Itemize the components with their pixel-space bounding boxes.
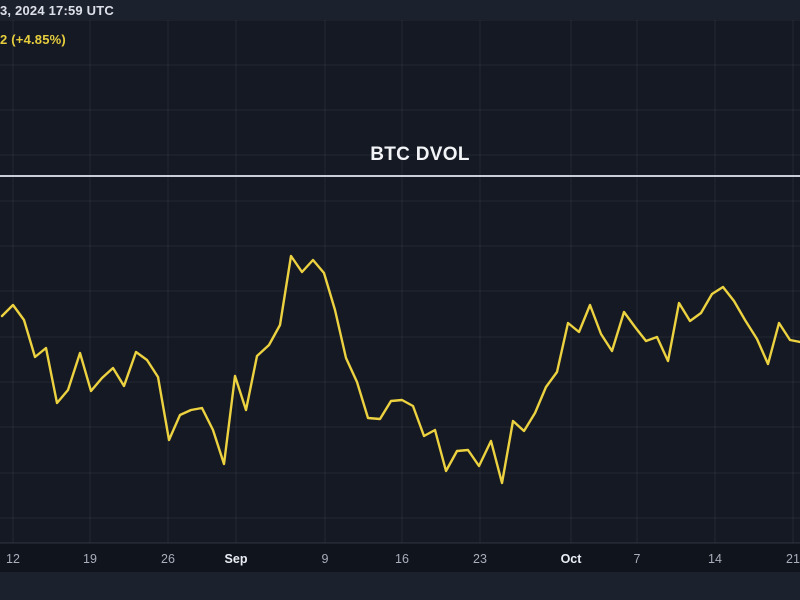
title-separator-line: [0, 175, 800, 177]
chart-plot-background: [0, 19, 800, 572]
grid-lines: [0, 19, 800, 544]
dvol-line-series: [0, 254, 800, 485]
chart-title: BTC DVOL: [370, 144, 470, 165]
timestamp-label: 3, 2024 17:59 UTC: [0, 3, 114, 18]
price-change-label: 2 (+4.85%): [0, 32, 66, 47]
series-btc-dvol: [0, 254, 800, 485]
x-axis-band: [0, 543, 800, 572]
